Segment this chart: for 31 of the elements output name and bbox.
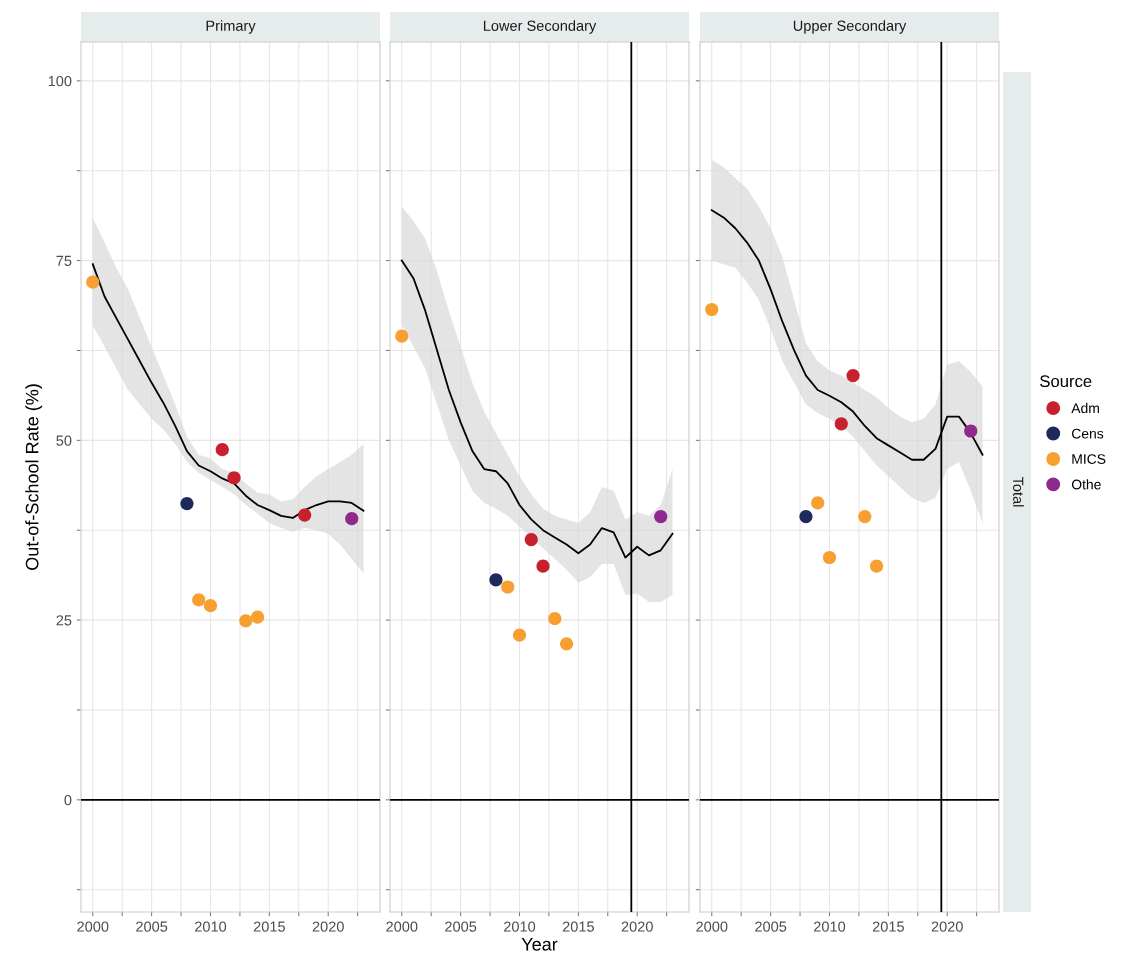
y-tick-label: 0 (64, 794, 72, 806)
y-tick-label: 25 (56, 615, 72, 626)
y-tick-label: 75 (56, 255, 72, 267)
x-tick-label: 2000 (696, 921, 728, 932)
x-tick-label: 2000 (386, 921, 418, 932)
x-axis-title: Year (521, 938, 558, 951)
x-tick-label: 2010 (814, 921, 846, 932)
legend-label: Othe (1071, 479, 1101, 490)
chart-title: Primary (206, 20, 256, 34)
x-tick-label: 2000 (77, 921, 109, 932)
y-tick-label: 100 (48, 75, 72, 87)
x-tick-label: 2005 (755, 921, 787, 932)
y-tick-label: 50 (56, 435, 72, 446)
text: Total (1013, 476, 1024, 507)
x-tick-label: 2015 (253, 921, 285, 932)
legend-label: Cens (1071, 428, 1104, 439)
x-tick-label: 2020 (931, 921, 963, 932)
legend-label: MICS (1072, 454, 1106, 464)
chart-title: Upper Secondary (793, 20, 907, 34)
x-tick-label: 2015 (872, 921, 904, 932)
x-tick-label: 2005 (136, 921, 168, 932)
x-tick-label: 2020 (312, 921, 344, 932)
x-tick-label: 2015 (562, 921, 594, 932)
y-axis-title: Out-of-School Rate (%) (25, 384, 43, 570)
legend-title: Source (1040, 375, 1092, 388)
x-tick-label: 2010 (195, 921, 227, 932)
legend-label: Adm (1071, 402, 1099, 414)
chart-title: Lower Secondary (483, 20, 597, 34)
x-tick-label: 2005 (445, 921, 477, 932)
x-tick-label: 2010 (504, 921, 536, 932)
x-tick-label: 2020 (621, 921, 653, 932)
